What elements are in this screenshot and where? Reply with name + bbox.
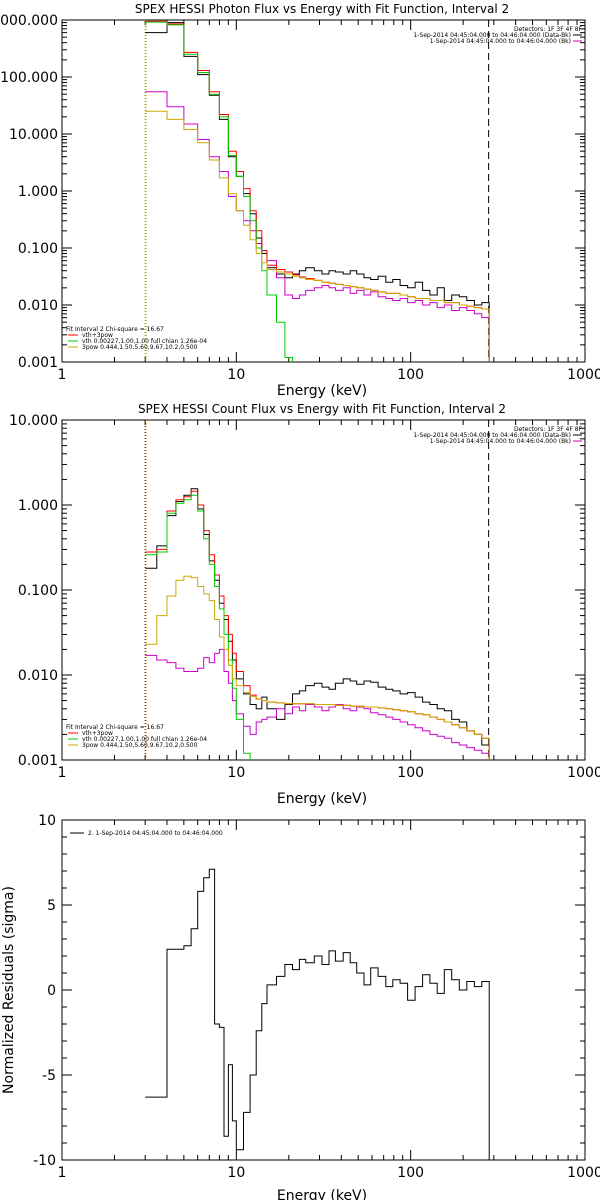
series-vth-3pow <box>145 20 490 362</box>
legend-entry-label: 1-Sep-2014 04:45:04.000 to 04:46:04.000 … <box>413 32 571 39</box>
y-tick-label: 1000.000 <box>0 13 58 29</box>
y-tick-label: -10 <box>33 1153 56 1169</box>
residuals-legend: 2. 1-Sep-2014 04:45:04.000 to 04:46:04.0… <box>88 830 223 837</box>
count-flux-detectors-label: Detectors: 1F 3F 4F 8F <box>514 426 583 433</box>
x-tick-label: 1 <box>58 367 67 383</box>
series-residuals <box>145 868 490 1160</box>
photon-flux-detectors-label: Detectors: 1F 3F 4F 8F <box>514 26 583 33</box>
y-tick-label: 0.100 <box>18 241 58 257</box>
y-tick-label: 0.010 <box>18 298 58 314</box>
y-tick-label: 1.000 <box>18 184 58 200</box>
y-tick-label: 1.000 <box>18 498 58 514</box>
plot-frame <box>61 419 586 761</box>
residuals-y-axis-label: Normalized Residuals (sigma) <box>1 886 17 1094</box>
legend-entry-label: 3pow 0.444,1.50,5.60,9.67,10.2,0.500 <box>82 344 198 351</box>
x-tick-label: 10 <box>227 367 245 383</box>
y-tick-label: 10.000 <box>9 413 58 429</box>
count-flux-title: SPEX HESSI Count Flux vs Energy with Fit… <box>138 402 506 416</box>
y-tick-label: 0.001 <box>18 753 58 769</box>
legend-entry-label: 1-Sep-2014 04:45:04.000 to 04:46:04.000 … <box>430 38 571 45</box>
y-tick-label: 0.010 <box>18 668 58 684</box>
count-flux-bottom-legend: Fit Interval 2 Chi-square = 16.67vth+3po… <box>66 724 207 749</box>
series-data-bk <box>145 22 490 362</box>
x-tick-label: 1000 <box>567 765 600 781</box>
x-tick-label: 10 <box>227 765 245 781</box>
y-tick-label: -5 <box>42 1068 56 1084</box>
count-flux-x-axis-label: Energy (keV) <box>277 791 367 807</box>
series-vth <box>145 21 293 362</box>
y-tick-label: 100.000 <box>0 70 58 86</box>
photon-flux-title: SPEX HESSI Photon Flux vs Energy with Fi… <box>135 2 509 16</box>
plot-frame <box>61 819 586 1161</box>
series-3pow <box>145 110 490 362</box>
legend-entry-label: vth 0.00227,1.00,1.00 full chian 1.26e-0… <box>82 338 207 345</box>
y-tick-label: 0.001 <box>18 355 58 371</box>
y-tick-label: 10 <box>38 813 56 829</box>
photon-flux-x-axis-label: Energy (keV) <box>277 383 367 399</box>
legend-entry-label: vth 0.00227,1.00,1.00 full chian 1.26e-0… <box>82 736 207 743</box>
photon-flux-top-legend: 1-Sep-2014 04:45:04.000 to 04:46:04.000 … <box>413 32 582 45</box>
legend-entry-label: 3pow 0.444,1.50,5.60,9.67,10.2,0.500 <box>82 742 198 749</box>
x-tick-label: 1000 <box>567 367 600 383</box>
y-tick-label: 5 <box>47 898 56 914</box>
photon-flux-bottom-legend: Fit Interval 2 Chi-square = 16.67vth+3po… <box>66 326 207 351</box>
series-3pow <box>145 575 490 760</box>
fit-summary-label: Fit Interval 2 Chi-square = 16.67 <box>66 326 164 333</box>
photon-flux-panel: SPEX HESSI Photon Flux vs Energy with Fi… <box>0 2 600 399</box>
residuals-panel: 2. 1-Sep-2014 04:45:04.000 to 04:46:04.0… <box>1 813 600 1200</box>
legend-entry-label: vth+3pow <box>82 332 113 339</box>
legend-entry-label: 1-Sep-2014 04:45:04.000 to 04:46:04.000 … <box>413 432 571 439</box>
y-tick-label: 0.100 <box>18 583 58 599</box>
series-bk <box>145 91 490 362</box>
x-tick-label: 100 <box>397 765 424 781</box>
series-vth <box>145 494 251 760</box>
x-tick-label: 100 <box>397 1165 424 1181</box>
legend-entry-label: 1-Sep-2014 04:45:04.000 to 04:46:04.000 … <box>430 438 571 445</box>
x-tick-label: 1000 <box>567 1165 600 1181</box>
series-bk <box>145 648 490 760</box>
x-tick-label: 1 <box>58 765 67 781</box>
x-tick-label: 1 <box>58 1165 67 1181</box>
count-flux-panel: SPEX HESSI Count Flux vs Energy with Fit… <box>9 402 600 807</box>
series-vth-3pow <box>145 490 490 760</box>
count-flux-top-legend: 1-Sep-2014 04:45:04.000 to 04:46:04.000 … <box>413 432 582 445</box>
legend-entry-label: vth+3pow <box>82 730 113 737</box>
x-tick-label: 10 <box>227 1165 245 1181</box>
fit-summary-label: Fit Interval 2 Chi-square = 16.67 <box>66 724 164 731</box>
residuals-x-axis-label: Energy (keV) <box>277 1188 367 1200</box>
plot-frame <box>61 19 586 363</box>
y-tick-label: 10.000 <box>9 127 58 143</box>
y-tick-label: 0 <box>47 983 56 999</box>
series-data-bk <box>145 488 490 760</box>
x-tick-label: 100 <box>397 367 424 383</box>
